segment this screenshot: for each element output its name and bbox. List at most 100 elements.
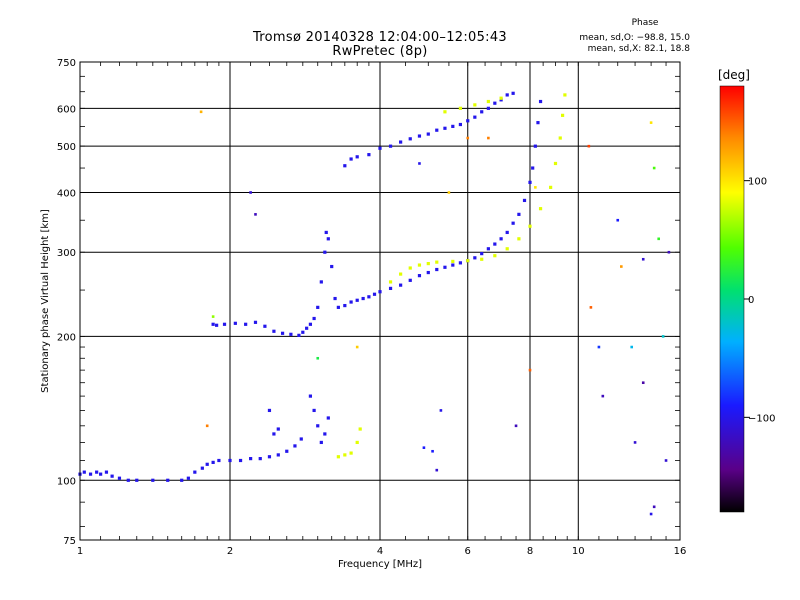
x-mode-point	[528, 224, 532, 228]
o-mode-point	[355, 155, 359, 159]
colorbar-tick-label: 0	[748, 295, 754, 306]
noise-point	[657, 237, 660, 241]
o-mode-point	[388, 144, 393, 148]
o-mode-point	[308, 394, 313, 398]
noise-point	[422, 446, 426, 449]
chart-subtitle: RwPretec (8p)	[332, 44, 428, 59]
o-mode-point	[511, 221, 515, 225]
o-mode-point	[323, 432, 327, 436]
y-tick-label: 300	[57, 248, 76, 259]
noise-point	[652, 166, 656, 170]
o-mode-point	[473, 256, 477, 260]
x-mode-point	[553, 161, 558, 166]
y-axis-label: Stationary phase Virtual Height [km]	[40, 209, 51, 393]
colorbar-tick-label: −100	[748, 413, 775, 424]
noise-point	[597, 345, 601, 349]
o-mode-point	[458, 261, 463, 265]
noise-point	[589, 306, 593, 309]
noise-point	[211, 315, 215, 318]
o-mode-point	[511, 91, 515, 95]
o-mode-point	[267, 455, 272, 459]
o-mode-point	[493, 242, 497, 246]
y-tick-label: 100	[57, 476, 76, 487]
o-mode-point	[180, 478, 184, 482]
noise-point	[316, 356, 320, 360]
o-mode-point	[538, 99, 543, 104]
noise-point	[667, 250, 671, 254]
o-mode-point	[193, 470, 197, 474]
noise-point	[439, 409, 443, 412]
o-mode-point	[458, 122, 463, 127]
y-tick-label: 500	[57, 142, 76, 153]
o-mode-point	[517, 212, 521, 216]
x-mode-point	[499, 96, 503, 100]
x-mode-point	[399, 272, 403, 276]
x-mode-point	[466, 259, 470, 263]
o-mode-point	[372, 292, 377, 296]
o-mode-point	[522, 198, 527, 203]
o-mode-point	[531, 166, 535, 170]
noise-point	[418, 162, 421, 165]
x-mode-point	[408, 266, 412, 270]
o-mode-point	[408, 278, 412, 282]
o-mode-point	[211, 460, 215, 464]
o-mode-point	[289, 332, 293, 336]
x-mode-point	[358, 427, 362, 431]
noise-point	[487, 136, 490, 140]
o-mode-point	[299, 437, 303, 441]
x-tick-label: 16	[674, 546, 687, 557]
o-mode-point	[499, 237, 503, 241]
x-tick-label: 4	[377, 546, 383, 557]
o-mode-point	[308, 322, 313, 326]
x-mode-point	[517, 237, 521, 241]
o-mode-point	[399, 283, 403, 287]
y-tick-label: 400	[57, 188, 76, 199]
x-mode-point	[435, 260, 439, 264]
o-mode-point	[99, 472, 103, 476]
o-mode-point	[151, 478, 155, 482]
x-mode-point	[538, 207, 543, 211]
colorbar-unit: [deg]	[718, 68, 750, 82]
o-mode-point	[333, 296, 337, 301]
x-axis-label: Frequency [MHz]	[338, 559, 422, 570]
o-mode-point	[361, 296, 365, 301]
noise-point	[249, 191, 252, 194]
x-mode-point	[480, 257, 484, 261]
o-mode-point	[316, 424, 320, 428]
o-mode-point	[135, 478, 139, 482]
o-mode-point	[95, 470, 99, 474]
y-tick-label: 75	[63, 536, 76, 547]
o-mode-point	[499, 98, 503, 102]
noise-point	[633, 441, 637, 444]
o-mode-point	[117, 476, 122, 480]
noise-point	[649, 512, 653, 516]
noise-point	[664, 459, 668, 462]
o-mode-point	[435, 128, 439, 132]
noise-point	[534, 186, 537, 189]
o-mode-point	[297, 333, 301, 337]
o-mode-point	[293, 444, 297, 448]
o-mode-point	[343, 164, 347, 168]
x-mode-point	[458, 106, 463, 110]
o-mode-point	[367, 153, 371, 157]
o-mode-point	[263, 324, 267, 328]
y-tick-label: 600	[57, 104, 76, 115]
o-mode-point	[480, 252, 484, 256]
noise-point	[447, 191, 451, 194]
o-mode-point	[343, 303, 347, 308]
o-mode-point	[233, 321, 237, 325]
o-mode-point	[408, 137, 412, 141]
x-mode-point	[451, 259, 455, 264]
o-mode-point	[378, 290, 382, 294]
o-mode-point	[473, 115, 477, 119]
x-mode-point	[443, 110, 447, 114]
noise-point	[661, 335, 665, 338]
o-mode-point	[211, 322, 215, 326]
noise-point	[641, 257, 645, 261]
noise-point	[641, 381, 645, 385]
o-mode-point	[480, 110, 484, 114]
o-mode-point	[215, 323, 219, 327]
noise-point	[254, 213, 257, 216]
phase-stats-x: mean, sd,X: 82.1, 18.8	[587, 44, 690, 54]
